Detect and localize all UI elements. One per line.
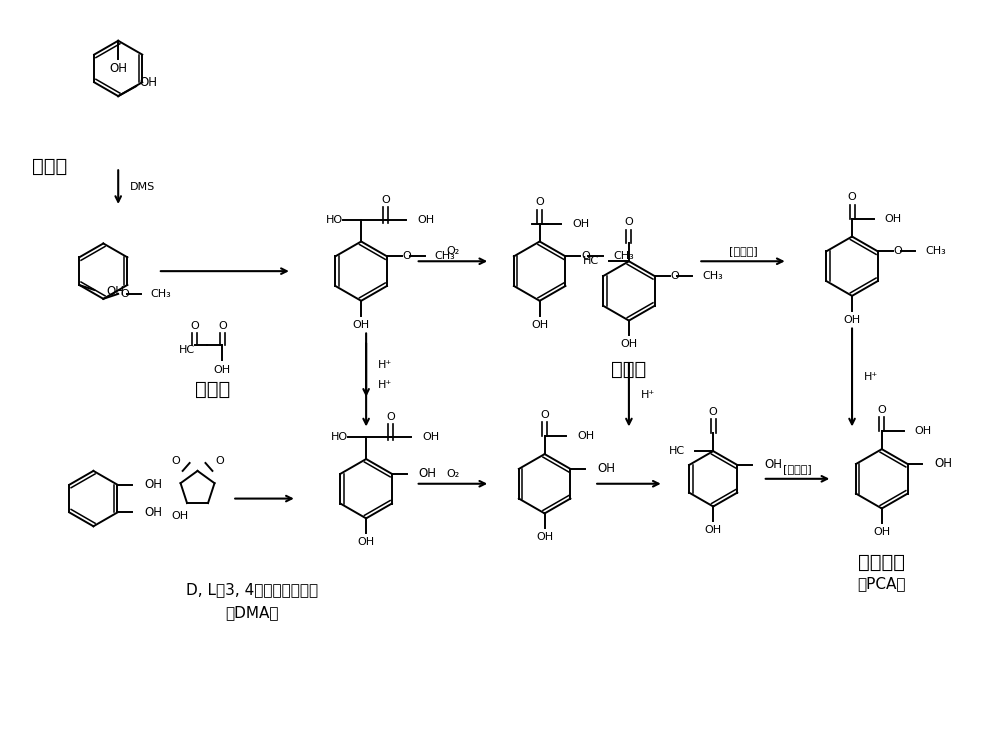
Text: OH: OH [934, 457, 952, 471]
Text: 香草醛: 香草醛 [611, 360, 647, 379]
Text: O: O [894, 246, 902, 257]
Text: OH: OH [885, 214, 902, 224]
Text: OH: OH [873, 527, 890, 537]
Text: O: O [190, 321, 199, 330]
Text: D, L－3, 4－二羟基扁桃酸: D, L－3, 4－二羟基扁桃酸 [186, 583, 318, 598]
Text: OH: OH [144, 506, 162, 519]
Text: （PCA）: （PCA） [858, 576, 906, 591]
Text: O: O [540, 410, 549, 419]
Text: H⁺: H⁺ [864, 372, 878, 383]
Text: [氧化剂]: [氧化剂] [783, 464, 812, 474]
Text: 儿茶酚: 儿茶酚 [32, 157, 67, 177]
Text: O: O [848, 192, 856, 202]
Text: OH: OH [171, 511, 188, 521]
Text: OH: OH [705, 525, 722, 535]
Text: O: O [215, 456, 224, 466]
Text: O: O [671, 271, 679, 281]
Text: [氧化剂]: [氧化剂] [729, 246, 757, 257]
Text: CH₃: CH₃ [613, 251, 634, 261]
Text: OH: OH [214, 365, 231, 375]
Text: HC: HC [669, 446, 685, 456]
Text: CH₃: CH₃ [435, 251, 455, 261]
Text: CH₃: CH₃ [150, 289, 171, 299]
Text: O: O [535, 197, 544, 207]
Text: HC: HC [178, 345, 195, 355]
Text: OH: OH [620, 339, 637, 349]
Text: OH: OH [139, 76, 157, 89]
Text: 原儿茶酸: 原儿茶酸 [858, 553, 905, 572]
Text: O₂: O₂ [446, 246, 460, 257]
Text: OH: OH [358, 537, 375, 547]
Text: O: O [171, 456, 180, 466]
Text: O: O [387, 413, 395, 422]
Text: HC: HC [583, 257, 599, 266]
Text: OH: OH [536, 532, 553, 542]
Text: OH: OH [418, 215, 435, 225]
Text: OH: OH [106, 286, 124, 298]
Text: CH₃: CH₃ [702, 271, 723, 281]
Text: OH: OH [423, 432, 440, 442]
Text: DMS: DMS [130, 182, 155, 192]
Text: 乙醛酸: 乙醛酸 [195, 380, 230, 399]
Text: （DMA）: （DMA） [225, 605, 279, 621]
Text: OH: OH [843, 315, 861, 325]
Text: OH: OH [109, 62, 127, 75]
Text: O: O [709, 407, 718, 416]
Text: O: O [120, 289, 129, 299]
Text: OH: OH [577, 431, 594, 442]
Text: CH₃: CH₃ [925, 246, 946, 257]
Text: HO: HO [326, 215, 343, 225]
Text: OH: OH [915, 427, 932, 436]
Text: OH: OH [572, 219, 590, 229]
Text: HO: HO [331, 432, 348, 442]
Text: OH: OH [144, 478, 162, 491]
Text: H⁺: H⁺ [641, 389, 655, 400]
Text: O₂: O₂ [446, 468, 460, 479]
Text: OH: OH [419, 467, 437, 480]
Text: H⁺: H⁺ [378, 380, 392, 390]
Text: O: O [581, 251, 590, 261]
Text: O: O [625, 216, 633, 227]
Text: OH: OH [764, 459, 782, 471]
Text: OH: OH [531, 319, 548, 330]
Text: O: O [403, 251, 412, 261]
Text: O: O [382, 195, 390, 205]
Text: OH: OH [353, 319, 370, 330]
Text: H⁺: H⁺ [378, 360, 392, 370]
Text: OH: OH [597, 463, 615, 475]
Text: O: O [218, 321, 227, 330]
Text: O: O [877, 404, 886, 415]
